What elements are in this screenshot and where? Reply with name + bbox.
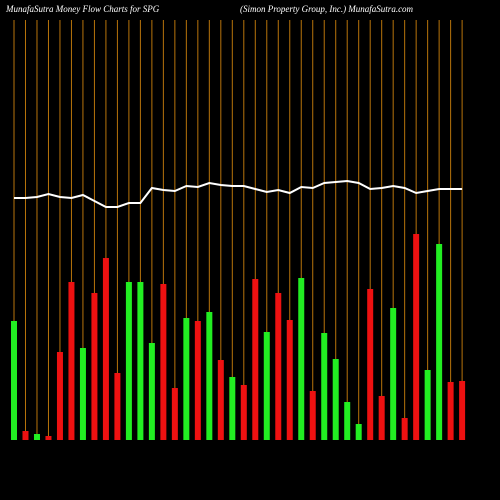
bar: [298, 278, 305, 440]
bar: [413, 234, 420, 440]
bar: [436, 244, 443, 440]
bar: [137, 282, 144, 440]
chart-title: MunafaSutra Money Flow Charts for SPG: [5, 4, 160, 14]
bar: [33, 434, 40, 440]
bar: [424, 370, 431, 440]
bar: [275, 293, 282, 440]
bar: [91, 293, 98, 440]
bar: [160, 284, 167, 440]
bar: [459, 381, 466, 440]
bar: [11, 321, 17, 440]
bar: [321, 333, 328, 440]
bar: [56, 352, 63, 440]
bar: [148, 343, 155, 440]
bar: [286, 320, 293, 440]
bar: [125, 282, 132, 440]
bar: [22, 431, 29, 440]
bar: [102, 258, 109, 440]
bar: [229, 377, 236, 440]
bar: [45, 436, 52, 440]
bar: [68, 282, 75, 440]
bar: [344, 402, 351, 440]
bar: [447, 382, 454, 440]
bar: [390, 308, 397, 440]
bar: [378, 396, 385, 440]
bar: [401, 418, 408, 440]
chart-subtitle: (Simon Property Group, Inc.) MunafaSutra…: [240, 4, 414, 14]
bar: [114, 373, 121, 440]
bar: [171, 388, 178, 440]
bar: [309, 391, 316, 440]
bar: [355, 424, 362, 440]
bar: [367, 289, 374, 440]
bar: [194, 321, 201, 440]
bar: [183, 318, 190, 440]
bar: [263, 332, 270, 440]
bar: [240, 385, 247, 440]
money-flow-line: [14, 179, 463, 208]
bar: [332, 359, 339, 440]
bar: [217, 360, 224, 440]
bar: [252, 279, 259, 440]
bar: [206, 312, 213, 440]
bar: [79, 348, 86, 440]
